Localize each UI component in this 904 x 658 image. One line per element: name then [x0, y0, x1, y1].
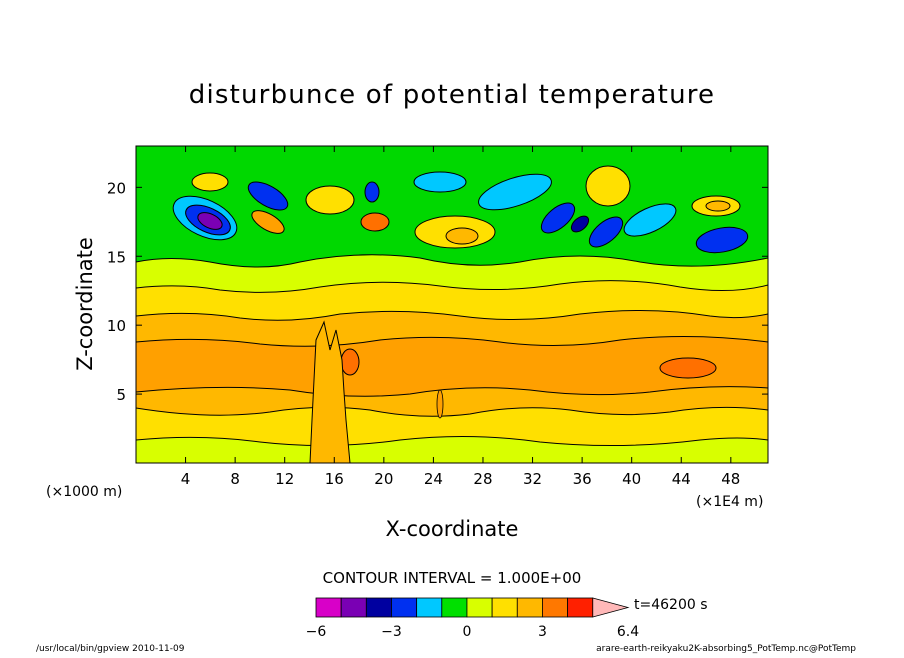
x-tick-label: 48 — [721, 470, 740, 488]
plot-frame — [135, 145, 769, 464]
colorbar-label: −3 — [381, 624, 402, 640]
contour-cyan-cell-2 — [478, 173, 552, 211]
colorbar-swatch — [365, 597, 392, 618]
contour-blue-cell-7 — [588, 216, 624, 248]
colorbar-label: 3 — [538, 624, 547, 640]
colorbar-swatch — [466, 597, 493, 618]
contour-orange-cell-4 — [705, 200, 731, 212]
colorbar-swatch — [391, 597, 418, 618]
contour-cyan-cell-1 — [413, 171, 467, 193]
contour-yellow-cell-1 — [191, 172, 229, 192]
x-tick-label: 36 — [573, 470, 592, 488]
x-tick-label: 24 — [424, 470, 443, 488]
contour-blue-cell-9 — [695, 226, 749, 254]
contour-interval-label: CONTOUR INTERVAL = 1.000E+00 — [323, 569, 582, 587]
x-unit-left: (×1000 m) — [46, 484, 122, 500]
contour-peak-center — [340, 348, 360, 376]
x-tick-label: 4 — [181, 470, 191, 488]
contour-blue-cell-4 — [247, 181, 289, 211]
time-label: t=46200 s — [634, 597, 708, 613]
x-tick-label: 28 — [473, 470, 492, 488]
contour-plume — [309, 320, 351, 463]
contour-yellow-cell-2 — [305, 185, 355, 215]
y-tick-label: 10 — [107, 317, 126, 335]
y-tick-label: 20 — [107, 179, 126, 197]
colorbar-labels: −6 −3 0 3 6.4 — [306, 624, 640, 640]
colorbar — [315, 597, 630, 618]
x-axis-label: X-coordinate — [386, 517, 519, 541]
contour-orange-cell-1 — [251, 210, 285, 234]
colorbar-swatch — [340, 597, 367, 618]
colorbar-arrow — [592, 597, 630, 618]
contour-cyan-cell-3 — [623, 203, 677, 237]
footer-left: /usr/local/bin/gpview 2010-11-09 — [36, 644, 185, 654]
x-tick-label: 40 — [622, 470, 641, 488]
y-axis-label: Z-coordinate — [73, 237, 97, 371]
contour-fill-bottom-layer — [136, 435, 768, 463]
y-axis-ticks: 5 10 15 20 — [107, 179, 768, 404]
x-tick-label: 44 — [672, 470, 691, 488]
y-tick-label: 5 — [116, 386, 126, 404]
colorbar-swatch — [567, 597, 594, 618]
contour-orange-cell-2 — [360, 212, 390, 232]
contour-blue-cell-3 — [197, 212, 223, 230]
contour-blue-cell-8 — [570, 215, 590, 233]
contour-fill-area — [136, 146, 768, 463]
colorbar-swatch — [315, 597, 342, 618]
contour-yellow-cell-4 — [585, 165, 631, 207]
colorbar-swatch — [516, 597, 543, 618]
x-unit-right: (×1E4 m) — [696, 494, 763, 510]
footer-right: arare-earth-reikyaku2K-absorbing5_PotTem… — [596, 644, 856, 654]
colorbar-swatch — [441, 597, 468, 618]
colorbar-swatch — [491, 597, 518, 618]
x-tick-label: 32 — [523, 470, 542, 488]
x-tick-label: 8 — [230, 470, 240, 488]
chart-title: disturbunce of potential temperature — [189, 80, 716, 110]
y-tick-label: 15 — [107, 248, 126, 266]
x-tick-label: 12 — [275, 470, 294, 488]
colorbar-label: 0 — [463, 624, 472, 640]
contour-blue-cell-6 — [540, 202, 576, 234]
contour-fill-middle-band — [136, 335, 768, 397]
colorbar-swatch — [542, 597, 569, 618]
x-axis-ticks: 4 8 12 16 20 24 28 32 36 40 44 48 — [181, 146, 740, 488]
colorbar-label: 6.4 — [617, 624, 639, 640]
contour-blue-patch — [436, 389, 444, 419]
colorbar-label: −6 — [306, 624, 327, 640]
contour-orange-cell-3 — [445, 227, 479, 245]
contour-blue-cell-5 — [364, 181, 380, 203]
colorbar-swatch — [416, 597, 443, 618]
contour-peak-right — [659, 357, 717, 379]
x-tick-label: 20 — [374, 470, 393, 488]
x-tick-label: 16 — [325, 470, 344, 488]
